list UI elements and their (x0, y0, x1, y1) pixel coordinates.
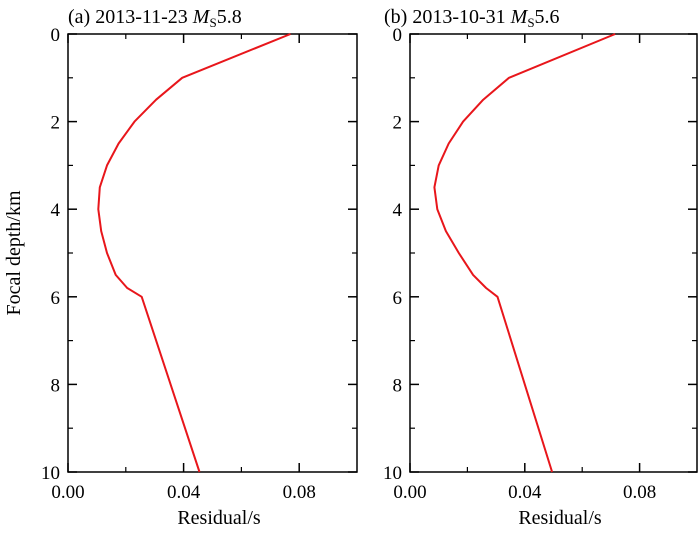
panel-a-title: (a) 2013-11-23 MS5.8 (68, 6, 242, 30)
panel-a-y-tick-label: 10 (41, 463, 60, 484)
panel-a-y-tick-label: 4 (51, 200, 61, 221)
panel-b-y-tick-label: 4 (393, 200, 403, 221)
panel-b-residual-line (433, 33, 616, 473)
panel-b-x-tick-label: 0.08 (623, 482, 656, 503)
panel-b-y-tick-label: 6 (393, 288, 403, 309)
panel-a-x-axis-title: Residual/s (177, 507, 261, 529)
panel-b-plot-frame (409, 33, 698, 473)
panel-a-x-tick-label: 0.04 (167, 482, 201, 503)
panel-b-y-tick-label: 2 (393, 113, 403, 134)
y-axis-title: Focal depth/km (3, 190, 25, 315)
panel-a: 0 2 4 6 8 100.00 0.04 0.08 (a) 2013-11-23 MS5.8… (3, 6, 358, 529)
panel-b-axes: 0 2 4 6 8 100.00 0.04 0.08 (383, 25, 697, 503)
panel-b-title: (b) 2013-10-31 MS5.6 (384, 6, 560, 30)
panel-b-x-axis-title: Residual/s (518, 507, 602, 529)
panel-a-axes: 0 2 4 6 8 100.00 0.04 0.08 (41, 25, 357, 503)
panel-b-y-tick-label: 0 (393, 25, 403, 46)
panel-a-y-tick-label: 6 (51, 288, 61, 309)
panel-a-x-tick-label: 0.08 (283, 482, 316, 503)
panel-b-y-tick-label: 8 (393, 375, 403, 396)
panel-a-y-tick-label: 8 (51, 375, 61, 396)
panel-a-y-tick-label: 0 (51, 25, 61, 46)
panel-a-series (97, 33, 291, 473)
panel-b-x-tick-label: 0.04 (508, 482, 542, 503)
panel-b: 0 2 4 6 8 100.00 0.04 0.08 (b) 2013-10-31 MS5.6… (383, 6, 698, 529)
panel-b-series (433, 33, 616, 473)
panel-a-y-tick-label: 2 (51, 113, 61, 134)
panel-b-x-tick-label: 0.00 (393, 482, 426, 503)
panel-b-y-tick-label: 10 (383, 463, 402, 484)
panel-a-x-tick-label: 0.00 (51, 482, 84, 503)
panel-a-plot-frame (67, 33, 358, 473)
panel-a-residual-line (97, 33, 291, 473)
